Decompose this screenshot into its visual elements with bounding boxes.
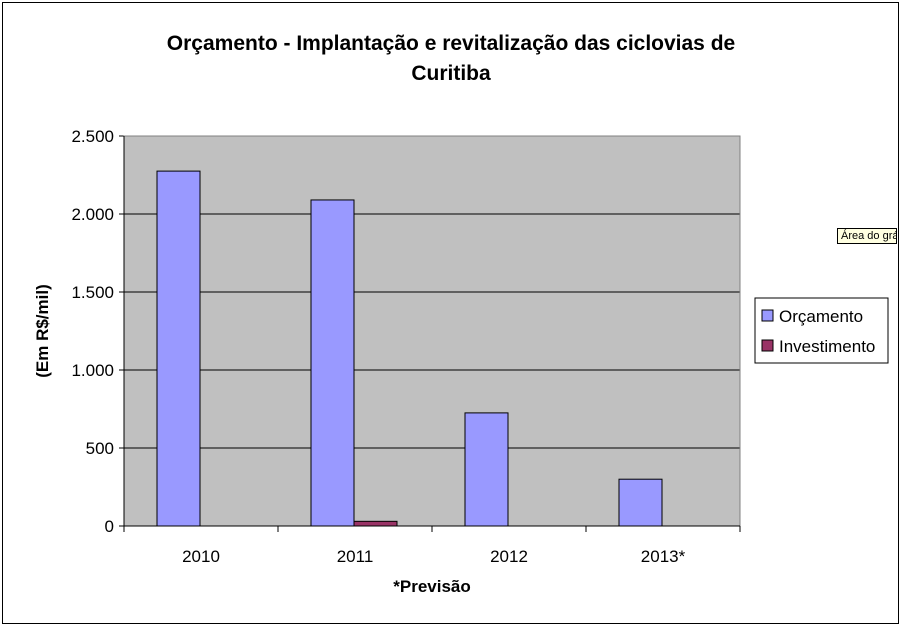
chart-title-line-2: Curitiba [411,62,491,85]
y-tick-label: 2.000 [71,205,114,224]
legend-swatch-orcamento [761,309,774,322]
bar [353,520,398,527]
legend-swatch-investimento [761,339,774,352]
y-axis-label: (Em R$/mil) [33,284,52,378]
y-tick-label: 500 [86,439,114,458]
bar [310,199,355,527]
plot-background [124,136,740,526]
bar [156,170,201,527]
chart-area-tooltip: Área do gráfi [837,228,897,244]
chart-title-line-1: Orçamento - Implantação e revitalização … [167,32,735,55]
y-tick-label: 0 [105,517,114,536]
y-tick-label: 1.500 [71,283,114,302]
y-tick-label: 2.500 [71,127,114,146]
bar [618,478,663,527]
x-tick-label: 2013* [641,547,686,566]
legend: Orçamento Investimento [754,297,889,364]
plot-area: 0 500 1.000 1.500 2.000 2.500 2010 2011 2012 2013… [71,127,741,566]
x-tick-label: 2011 [337,547,374,566]
legend-box [754,297,889,364]
x-tick-label: 2012 [490,547,528,566]
x-axis-label: *Previsão [393,577,471,596]
y-tick-label: 1.000 [71,361,114,380]
x-tick-label: 2010 [182,547,220,566]
legend-label-orcamento: Orçamento [779,307,863,326]
bar [464,412,509,527]
legend-label-investimento: Investimento [779,337,875,356]
